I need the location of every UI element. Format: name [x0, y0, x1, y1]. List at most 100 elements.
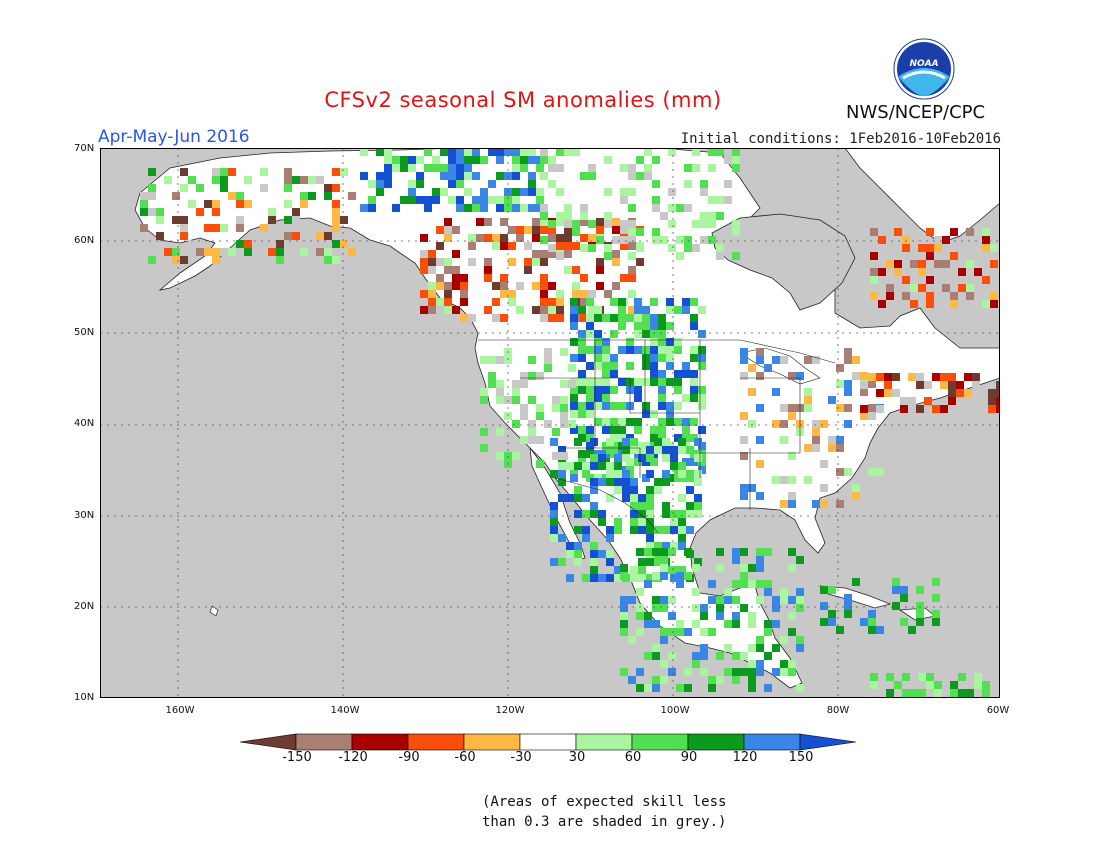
- anomaly-cell: [580, 204, 588, 212]
- anomaly-cell: [172, 256, 180, 264]
- anomaly-cell: [558, 478, 566, 486]
- anomaly-cell: [676, 628, 684, 636]
- anomaly-cell: [332, 224, 340, 232]
- anomaly-cell: [556, 234, 564, 242]
- anomaly-cell: [780, 420, 788, 428]
- anomaly-cell: [652, 204, 660, 212]
- anomaly-cell: [496, 196, 504, 204]
- anomaly-cell: [548, 156, 556, 164]
- anomaly-cell: [668, 244, 676, 252]
- anomaly-cell: [636, 628, 644, 636]
- anomaly-cell: [956, 381, 964, 389]
- anomaly-cell: [276, 256, 284, 264]
- anomaly-cell: [244, 176, 252, 184]
- anomaly-cell: [172, 216, 180, 224]
- anomaly-cell: [444, 226, 452, 234]
- anomaly-cell: [620, 572, 628, 580]
- colorbar-label: -90: [398, 750, 420, 765]
- anomaly-cell: [156, 216, 164, 224]
- anomaly-cell: [674, 386, 682, 394]
- anomaly-cell: [950, 681, 958, 689]
- anomaly-cell: [590, 486, 598, 494]
- anomaly-cell: [996, 397, 1000, 405]
- anomaly-cell: [852, 578, 860, 586]
- skill-note: (Areas of expected skill less than 0.3 a…: [482, 792, 726, 832]
- anomaly-cell: [488, 356, 496, 364]
- colorbar-segment: [463, 733, 521, 751]
- anomaly-cell: [540, 258, 548, 266]
- anomaly-cell: [496, 428, 504, 436]
- anomaly-cell: [638, 502, 646, 510]
- anomaly-cell: [612, 282, 620, 290]
- anomaly-cell: [602, 346, 610, 354]
- anomaly-cell: [596, 218, 604, 226]
- anomaly-cell: [588, 164, 596, 172]
- anomaly-cell: [660, 564, 668, 572]
- anomaly-cell: [220, 224, 228, 232]
- anomaly-cell: [698, 386, 706, 394]
- anomaly-cell: [236, 200, 244, 208]
- anomaly-cell: [444, 282, 452, 290]
- anomaly-cell: [612, 226, 620, 234]
- anomaly-cell: [708, 212, 716, 220]
- anomaly-cell: [942, 292, 950, 300]
- anomaly-cell: [596, 266, 604, 274]
- anomaly-cell: [708, 628, 716, 636]
- anomaly-cell: [660, 604, 668, 612]
- anomaly-cell: [716, 196, 724, 204]
- anomaly-cell: [804, 444, 812, 452]
- anomaly-cell: [588, 172, 596, 180]
- anomaly-cell: [910, 284, 918, 292]
- anomaly-cell: [496, 380, 504, 388]
- anomaly-cell: [604, 188, 612, 196]
- anomaly-cell: [626, 338, 634, 346]
- anomaly-cell: [650, 426, 658, 434]
- anomaly-cell: [472, 196, 480, 204]
- anomaly-cell: [276, 248, 284, 256]
- colorbar-segment: [519, 733, 577, 751]
- anomaly-cell: [606, 438, 614, 446]
- anomaly-cell: [666, 298, 674, 306]
- anomaly-cell: [628, 290, 636, 298]
- colorbar-label: -60: [454, 750, 476, 765]
- anomaly-cell: [620, 164, 628, 172]
- anomaly-cell: [172, 192, 180, 200]
- anomaly-cell: [642, 330, 650, 338]
- anomaly-cell: [926, 252, 934, 260]
- anomaly-cell: [982, 236, 990, 244]
- anomaly-cell: [756, 404, 764, 412]
- anomaly-cell: [620, 596, 628, 604]
- anomaly-cell: [852, 356, 860, 364]
- anomaly-cell: [716, 148, 724, 156]
- anomaly-cell: [788, 612, 796, 620]
- anomaly-cell: [646, 494, 654, 502]
- anomaly-cell: [516, 282, 524, 290]
- anomaly-cell: [692, 620, 700, 628]
- anomaly-cell: [528, 180, 536, 188]
- anomaly-cell: [220, 168, 228, 176]
- anomaly-cell: [670, 518, 678, 526]
- anomaly-cell: [844, 594, 852, 602]
- lat-label-50n: 50N: [74, 327, 95, 338]
- anomaly-cell: [578, 386, 586, 394]
- anomaly-cell: [172, 248, 180, 256]
- anomaly-cell: [748, 364, 756, 372]
- anomaly-cell: [332, 240, 340, 248]
- anomaly-cell: [652, 572, 660, 580]
- anomaly-cell: [556, 164, 564, 172]
- anomaly-cell: [400, 196, 408, 204]
- anomaly-cell: [658, 418, 666, 426]
- anomaly-cell: [894, 681, 902, 689]
- anomaly-cell: [748, 484, 756, 492]
- anomaly-cell: [678, 494, 686, 502]
- anomaly-cell: [700, 180, 708, 188]
- anomaly-cell: [894, 252, 902, 260]
- anomaly-cell: [916, 373, 924, 381]
- anomaly-cell: [392, 156, 400, 164]
- anomaly-cell: [604, 290, 612, 298]
- anomaly-cell: [590, 574, 598, 582]
- anomaly-cell: [628, 204, 636, 212]
- anomaly-cell: [690, 322, 698, 330]
- anomaly-cell: [636, 668, 644, 676]
- anomaly-cell: [910, 689, 918, 697]
